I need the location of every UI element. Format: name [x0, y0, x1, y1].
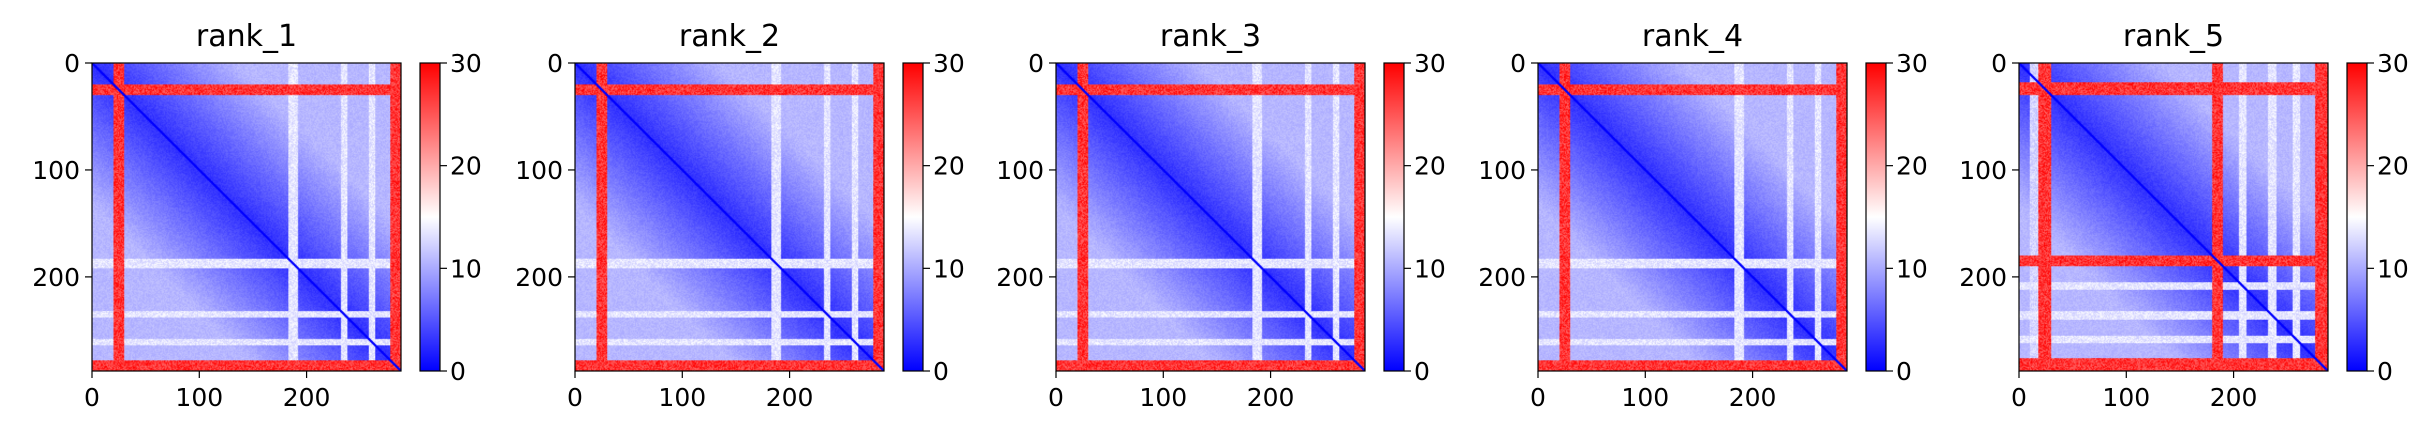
colorbar-tick-label: 20 [450, 152, 482, 181]
colorbar-tick-label: 30 [1896, 49, 1928, 78]
colorbar-tick-label: 0 [1896, 357, 1912, 386]
heatmap-image [575, 63, 884, 371]
y-tick-label: 200 [515, 263, 563, 292]
colorbar-tick-label: 0 [933, 357, 949, 386]
plot-frame [91, 62, 402, 372]
x-tick-label: 0 [2011, 383, 2027, 412]
y-tick-label: 0 [64, 49, 80, 78]
x-tick-label: 0 [1048, 383, 1064, 412]
plot-frame [574, 62, 885, 372]
colorbar-tick-label: 10 [2377, 254, 2409, 283]
x-tick-label: 100 [2102, 383, 2150, 412]
x-tick-label: 100 [1621, 383, 1669, 412]
heatmap-image [92, 63, 401, 371]
colorbar-tick-label: 20 [1414, 152, 1446, 181]
colorbar [902, 62, 924, 372]
plot-frame [1055, 62, 1366, 372]
colorbar-tick-label: 30 [450, 49, 482, 78]
x-tick-label: 0 [1530, 383, 1546, 412]
x-tick-label: 200 [283, 383, 331, 412]
y-tick-label: 100 [1959, 156, 2007, 185]
y-tick-label: 0 [1028, 49, 1044, 78]
colorbar [419, 62, 441, 372]
panel-title: rank_3 [1160, 19, 1261, 54]
panel-rank_2: rank_2 0 100 200 0 100 200 0 10 20 30 [515, 19, 965, 412]
panel-title: rank_1 [196, 19, 297, 54]
colorbar-tick-label: 10 [450, 254, 482, 283]
y-tick-label: 100 [1478, 156, 1526, 185]
y-tick-label: 200 [1478, 263, 1526, 292]
colorbar-tick-label: 0 [2377, 357, 2393, 386]
panel-title: rank_4 [1642, 19, 1743, 54]
heatmap-image [1538, 63, 1847, 371]
y-tick-label: 0 [1510, 49, 1526, 78]
colorbar-tick-label: 20 [933, 152, 965, 181]
y-tick-label: 200 [996, 263, 1044, 292]
plot-frame [2018, 62, 2329, 372]
colorbar-tick-label: 30 [1414, 49, 1446, 78]
heatmap-image [1056, 63, 1365, 371]
y-tick-label: 100 [515, 156, 563, 185]
x-tick-label: 200 [1729, 383, 1777, 412]
panel-rank_1: rank_1 0 100 200 0 100 200 0 10 20 30 [32, 19, 482, 412]
x-tick-label: 100 [175, 383, 223, 412]
panel-rank_3: rank_3 0 100 200 0 100 200 0 10 20 30 [996, 19, 1446, 412]
colorbar [2346, 62, 2368, 372]
y-tick-label: 200 [1959, 263, 2007, 292]
panel-rank_4: rank_4 0 100 200 0 100 200 0 10 20 30 [1478, 19, 1928, 412]
colorbar-tick-label: 20 [2377, 152, 2409, 181]
panel-rank_5: rank_5 0 100 200 0 100 200 0 10 20 30 [1959, 19, 2409, 412]
colorbar-tick-label: 30 [933, 49, 965, 78]
plot-frame [1537, 62, 1848, 372]
colorbar-tick-label: 30 [2377, 49, 2409, 78]
panel-title: rank_5 [2123, 19, 2224, 54]
colorbar-tick-label: 10 [1414, 254, 1446, 283]
y-tick-label: 100 [996, 156, 1044, 185]
x-tick-label: 200 [1247, 383, 1295, 412]
heatmap-image [2019, 63, 2328, 371]
x-tick-label: 200 [2210, 383, 2258, 412]
colorbar-tick-label: 0 [450, 357, 466, 386]
x-tick-label: 0 [567, 383, 583, 412]
y-tick-label: 0 [1991, 49, 2007, 78]
colorbar-tick-label: 20 [1896, 152, 1928, 181]
x-tick-label: 0 [84, 383, 100, 412]
panel-title: rank_2 [679, 19, 780, 54]
y-tick-label: 0 [547, 49, 563, 78]
x-tick-label: 200 [766, 383, 814, 412]
colorbar [1383, 62, 1405, 372]
colorbar-tick-label: 10 [1896, 254, 1928, 283]
y-tick-label: 200 [32, 263, 80, 292]
colorbar-tick-label: 0 [1414, 357, 1430, 386]
colorbar [1865, 62, 1887, 372]
colorbar-tick-label: 10 [933, 254, 965, 283]
x-tick-label: 100 [658, 383, 706, 412]
x-tick-label: 100 [1139, 383, 1187, 412]
y-tick-label: 100 [32, 156, 80, 185]
